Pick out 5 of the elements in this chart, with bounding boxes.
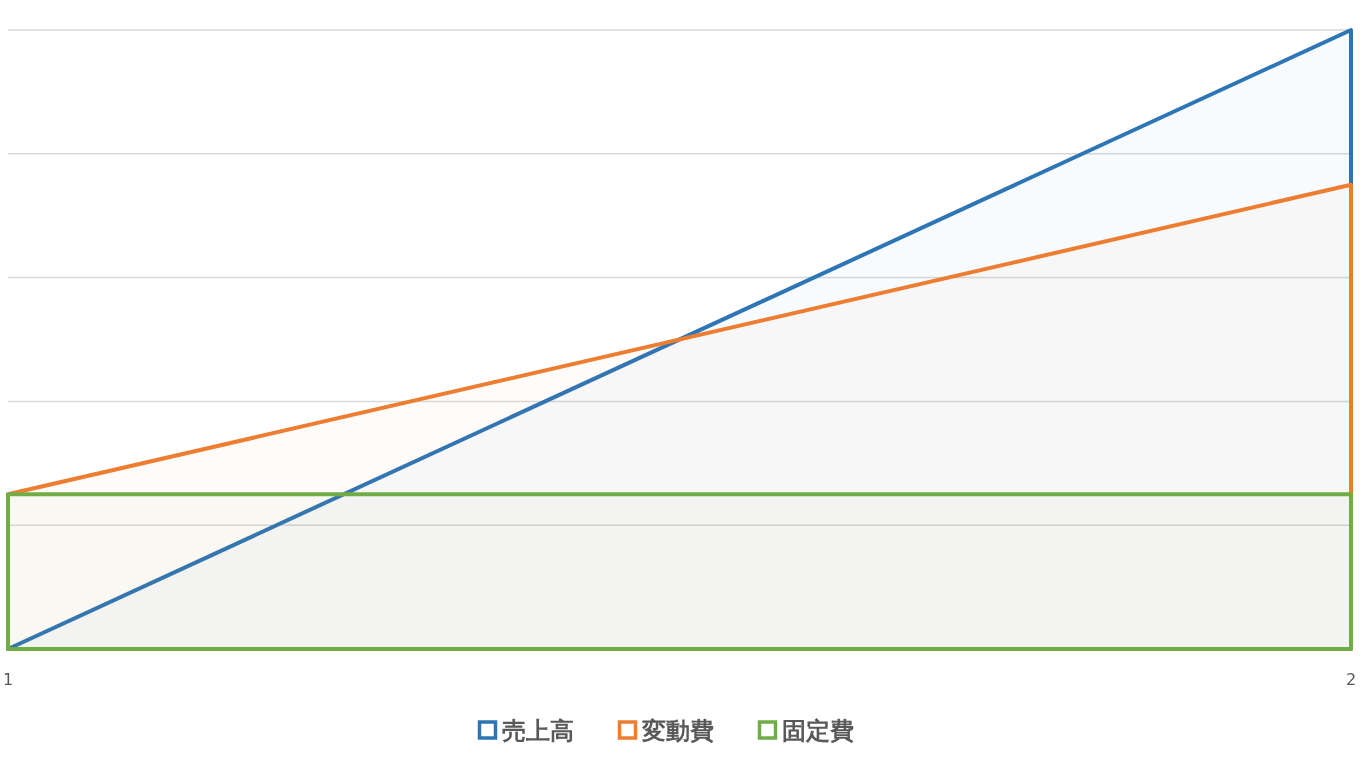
x-tick-label: 2 — [1345, 670, 1357, 689]
legend-label: 変動費 — [640, 717, 714, 745]
legend-label: 固定費 — [781, 717, 854, 745]
legend-label: 売上高 — [501, 717, 574, 745]
x-tick-label: 1 — [2, 670, 14, 689]
